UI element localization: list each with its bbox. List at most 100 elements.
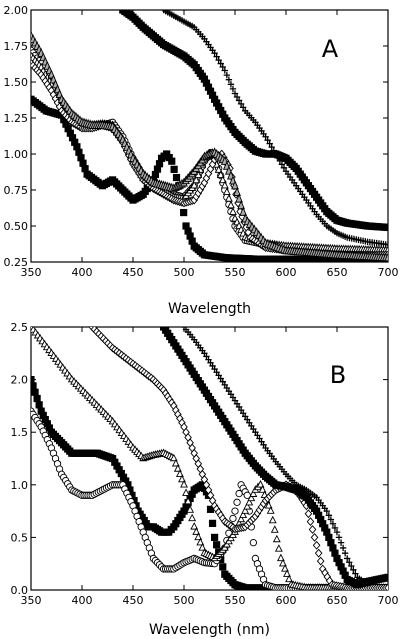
data-point bbox=[229, 85, 237, 93]
data-point bbox=[344, 555, 351, 562]
data-point bbox=[229, 207, 237, 215]
data-point bbox=[210, 533, 219, 542]
data-point bbox=[233, 93, 241, 101]
x-tick-label: 650 bbox=[327, 266, 348, 279]
y-tick-label: 1.50 bbox=[4, 76, 29, 89]
data-point bbox=[208, 519, 217, 527]
data-point bbox=[186, 505, 195, 513]
data-point bbox=[231, 90, 239, 97]
x-axis-title: Wavelength bbox=[168, 301, 251, 317]
data-point bbox=[231, 507, 239, 515]
y-tick-label: 1.25 bbox=[4, 112, 29, 125]
data-point bbox=[266, 506, 275, 514]
data-point bbox=[192, 175, 201, 184]
data-point bbox=[239, 510, 248, 518]
y-tick-label: 1.5 bbox=[11, 426, 29, 439]
data-point bbox=[352, 570, 359, 577]
data-point bbox=[171, 458, 180, 467]
data-point bbox=[214, 165, 223, 173]
data-point bbox=[278, 161, 286, 168]
data-point bbox=[226, 200, 235, 209]
x-tick-label: 650 bbox=[327, 594, 348, 607]
plot-frame bbox=[30, 326, 389, 591]
series-plus bbox=[180, 327, 388, 587]
data-point bbox=[258, 485, 267, 493]
data-point bbox=[304, 509, 313, 519]
data-point bbox=[384, 574, 388, 581]
data-point bbox=[337, 539, 345, 546]
data-point bbox=[223, 71, 231, 79]
y-tick-label: 0.75 bbox=[4, 184, 29, 197]
data-point bbox=[270, 525, 279, 533]
data-point bbox=[348, 562, 355, 570]
data-point bbox=[233, 498, 241, 506]
data-point bbox=[213, 53, 220, 60]
x-tick-label: 550 bbox=[225, 266, 246, 279]
data-point bbox=[243, 502, 252, 510]
y-tick-label: 1.00 bbox=[4, 148, 29, 161]
y-tick-label: 0.50 bbox=[4, 220, 29, 233]
data-point bbox=[276, 553, 285, 562]
data-point bbox=[339, 544, 347, 552]
data-point bbox=[270, 147, 277, 154]
x-tick-label: 600 bbox=[276, 266, 297, 279]
y-tick-label: 2.0 bbox=[11, 374, 29, 387]
data-point bbox=[266, 140, 273, 147]
x-axis-title: Wavelength (nm) bbox=[149, 622, 270, 638]
data-point bbox=[327, 516, 335, 523]
data-point bbox=[237, 200, 246, 210]
data-point bbox=[247, 493, 256, 502]
x-tick-label: 350 bbox=[21, 594, 42, 607]
data-point bbox=[190, 522, 199, 530]
data-point bbox=[237, 514, 246, 523]
y-tick-label: 2.00 bbox=[4, 4, 29, 17]
x-tick-label: 700 bbox=[378, 266, 399, 279]
data-point bbox=[245, 497, 254, 506]
data-point bbox=[274, 544, 283, 552]
series-plus bbox=[160, 10, 388, 248]
data-point bbox=[272, 150, 279, 158]
data-point bbox=[233, 186, 241, 196]
data-point bbox=[219, 563, 227, 571]
x-tick-label: 350 bbox=[21, 266, 42, 279]
data-point bbox=[184, 496, 193, 505]
data-point bbox=[312, 540, 321, 550]
data-point bbox=[170, 165, 178, 173]
x-tick-label: 500 bbox=[174, 266, 195, 279]
y-tick-label: 0.5 bbox=[11, 531, 29, 544]
series-filled-square bbox=[159, 327, 388, 589]
data-point bbox=[168, 157, 176, 165]
chart-panel-b: 350 400 450 500 550 600 650 700 0.0 0.5 1.0 1.5 2.0 2… bbox=[11, 321, 399, 638]
y-tick-label: 2.5 bbox=[11, 321, 29, 334]
panel-label: A bbox=[322, 35, 339, 63]
data-point bbox=[274, 154, 282, 161]
data-point bbox=[384, 245, 388, 254]
data-point bbox=[180, 208, 188, 217]
data-point bbox=[229, 514, 237, 523]
data-point bbox=[237, 100, 245, 108]
data-point bbox=[180, 480, 188, 488]
data-point bbox=[235, 97, 243, 104]
data-point bbox=[196, 537, 205, 546]
chart-panel-a: 350 400 450 500 550 600 650 700 0.25 0.50 0.75 1.00… bbox=[4, 4, 399, 317]
data-point bbox=[384, 252, 388, 262]
y-tick-label: 1.75 bbox=[4, 40, 29, 53]
data-point bbox=[346, 559, 353, 566]
x-tick-label: 550 bbox=[225, 594, 246, 607]
data-point bbox=[283, 569, 291, 577]
data-point bbox=[216, 170, 225, 179]
data-point bbox=[35, 401, 43, 409]
data-point bbox=[160, 10, 167, 14]
data-point bbox=[384, 223, 388, 232]
data-point bbox=[222, 187, 231, 195]
data-point bbox=[215, 56, 222, 64]
data-point bbox=[235, 193, 243, 203]
data-point bbox=[194, 532, 203, 541]
data-point bbox=[350, 566, 357, 574]
x-tick-label: 450 bbox=[123, 266, 144, 279]
x-tick-label: 700 bbox=[378, 594, 399, 607]
data-point bbox=[306, 517, 315, 527]
y-tick-label: 1.0 bbox=[11, 479, 29, 492]
data-point bbox=[217, 60, 224, 67]
